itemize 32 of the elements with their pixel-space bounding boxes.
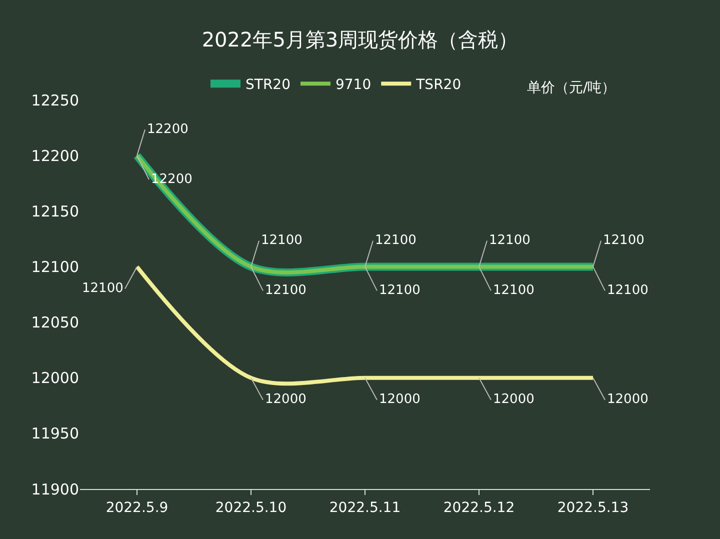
legend-label: TSR20 [415, 77, 462, 94]
y-tick-label: 12250 [31, 91, 79, 110]
y-tick-label: 11900 [31, 480, 79, 498]
data-label: 12100 [265, 283, 306, 298]
data-label: 12000 [265, 392, 306, 407]
y-tick-label: 12100 [31, 258, 79, 276]
data-label: 12100 [261, 233, 302, 248]
data-label: 12100 [603, 233, 644, 248]
x-tick-label: 2022.5.11 [329, 500, 401, 516]
y-axis-title: 单价（元/吨） [527, 80, 616, 96]
x-tick-label: 2022.5.9 [106, 500, 168, 516]
legend-label: 9710 [335, 77, 372, 94]
legend-label: STR20 [246, 77, 290, 94]
data-label: 12100 [607, 283, 648, 298]
data-label: 12000 [607, 392, 648, 407]
data-label: 12000 [379, 392, 420, 407]
y-tick-label: 12150 [31, 202, 79, 220]
data-label: 12100 [375, 233, 416, 248]
x-tick-label: 2022.5.10 [215, 500, 287, 516]
data-label: 12100 [493, 283, 534, 298]
data-label: 12100 [82, 281, 124, 296]
y-tick-label: 12050 [31, 314, 79, 332]
y-tick-label: 11950 [31, 424, 79, 443]
data-label: 12100 [489, 233, 530, 248]
y-tick-label: 12000 [31, 369, 79, 388]
data-label: 12200 [147, 122, 188, 137]
y-tick-label: 12200 [31, 146, 79, 165]
x-tick-label: 2022.5.12 [443, 500, 515, 516]
data-label: 12100 [379, 283, 420, 298]
chart-title: 2022年5月第3周现货价格（含税） [202, 27, 518, 52]
data-label: 12000 [493, 392, 534, 407]
x-tick-label: 2022.5.13 [557, 500, 629, 516]
